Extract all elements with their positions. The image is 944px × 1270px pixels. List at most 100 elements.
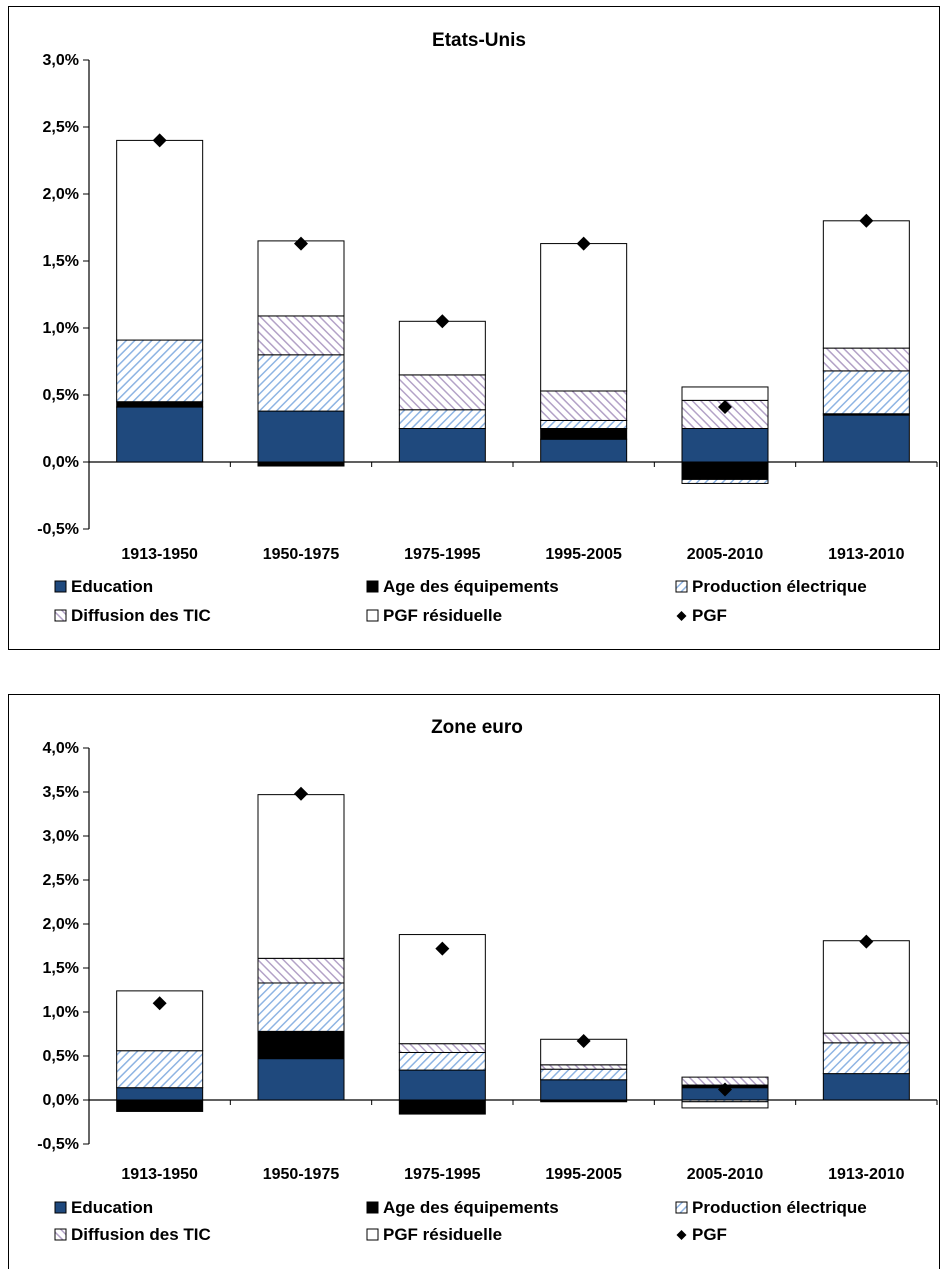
- bar-segment-production: [822, 1042, 910, 1075]
- legend-label-tic: Diffusion des TIC: [71, 1225, 211, 1244]
- pgf-point: [152, 133, 167, 148]
- legend-swatch-age: [366, 580, 379, 593]
- y-tick-label: 0,0%: [43, 454, 79, 471]
- bar-segment-education: [116, 1087, 204, 1101]
- x-tick-label: 1913-1950: [121, 1166, 198, 1183]
- y-tick-label: -0,5%: [37, 521, 79, 538]
- bar-segment-residuelle: [257, 794, 345, 959]
- pgf-point: [294, 786, 308, 801]
- y-tick-label: 2,5%: [43, 872, 79, 889]
- bar-segment-age: [116, 1099, 204, 1112]
- bar-segment-production: [540, 419, 628, 429]
- y-tick-label: 2,0%: [43, 186, 79, 203]
- legend-label-pgf: PGF: [692, 1225, 727, 1244]
- bar-segment-residuelle: [540, 243, 628, 392]
- chart-zone-euro: Zone euro -0,5% 0,0% 0,5% 1,0% 1,5% 2,0% 2,5% 3,…: [37, 717, 938, 1244]
- bar-segment-tic: [540, 390, 628, 421]
- pgf-point: [859, 213, 874, 228]
- pgf-point: [718, 400, 732, 415]
- bar-segment-production: [257, 982, 345, 1032]
- bar-segment-age: [116, 401, 204, 408]
- bar-segment-education: [116, 406, 204, 463]
- legend-swatch-tic: [54, 609, 67, 622]
- bar-segment-tic: [822, 347, 910, 372]
- chart-title: Zone euro: [431, 717, 523, 738]
- bar-segment-tic: [257, 315, 345, 356]
- legend-label-education: Education: [71, 1198, 153, 1217]
- legend-swatch-residuelle: [366, 609, 379, 622]
- chart-etats-unis: Etats-Unis -0,5% 0,0% 0,5% 1,0% 1,5% 2,0% 2,5% 3…: [37, 30, 938, 625]
- bar-segment-residuelle: [398, 320, 486, 376]
- y-tick-label: 2,5%: [43, 119, 79, 136]
- x-tick-label: 1975-1995: [404, 546, 481, 563]
- legend-label-residuelle: PGF résiduelle: [383, 1225, 502, 1244]
- y-tick-label: 0,5%: [43, 1048, 79, 1065]
- legend-label-age: Age des équipements: [383, 1198, 559, 1217]
- y-tick-label: 3,5%: [43, 784, 79, 801]
- y-tick-label: 4,0%: [43, 740, 79, 757]
- bar-segment-tic: [540, 1064, 628, 1070]
- bar-segment-production: [116, 1050, 204, 1089]
- bar-segment-age: [540, 1099, 628, 1103]
- pgf-point: [435, 314, 450, 329]
- legend-swatch-education: [54, 580, 67, 593]
- x-tick-label: 1950-1975: [263, 1166, 340, 1183]
- bar-segment-education: [398, 428, 486, 463]
- bar-segment-residuelle: [822, 940, 910, 1034]
- pgf-point: [576, 1034, 591, 1049]
- bar-segment-production: [681, 478, 769, 484]
- legend-swatch-education: [54, 1201, 67, 1214]
- bar-segment-tic: [822, 1032, 910, 1044]
- bar-segment-production: [257, 354, 345, 412]
- legend-label-tic: Diffusion des TIC: [71, 606, 211, 625]
- pgf-point: [859, 934, 874, 949]
- y-tick-label: 1,0%: [43, 1004, 79, 1021]
- legend-swatch-pgf: [676, 611, 687, 621]
- x-tick-label: 2005-2010: [687, 1166, 764, 1183]
- x-tick-label: 1975-1995: [404, 1166, 481, 1183]
- x-tick-label: 2005-2010: [687, 546, 764, 563]
- chart-panel-zone-euro: Zone euro -0,5% 0,0% 0,5% 1,0% 1,5% 2,0% 2,5% 3,…: [8, 694, 940, 1269]
- legend-swatch-residuelle: [366, 1228, 379, 1241]
- pgf-point: [435, 941, 450, 956]
- pgf-point: [152, 996, 167, 1011]
- bar-segment-age: [398, 1099, 486, 1115]
- legend-swatch-production: [675, 580, 688, 593]
- legend-label-production: Production électrique: [692, 1198, 867, 1217]
- bar-segment-production: [116, 339, 204, 403]
- bar-segment-residuelle: [681, 1101, 769, 1109]
- x-tick-label: 1995-2005: [545, 1166, 622, 1183]
- bar-segment-age: [681, 461, 769, 480]
- bar-segment-residuelle: [681, 386, 769, 401]
- bar-segment-education: [540, 438, 628, 463]
- pgf-point: [718, 1082, 732, 1097]
- y-tick-label: 1,5%: [43, 960, 79, 977]
- chart-title: Etats-Unis: [432, 30, 526, 51]
- bar-segment-age: [257, 461, 345, 467]
- x-tick-label: 1913-2010: [828, 546, 905, 563]
- x-tick-label: 1913-1950: [121, 546, 198, 563]
- bar-segment-education: [257, 1058, 345, 1101]
- bar-segment-education: [257, 410, 345, 463]
- y-tick-label: 2,0%: [43, 916, 79, 933]
- y-tick-label: 0,5%: [43, 387, 79, 404]
- pgf-point: [576, 236, 591, 251]
- bar-segment-production: [540, 1068, 628, 1081]
- legend-label-pgf: PGF: [692, 606, 727, 625]
- bar-segment-education: [540, 1079, 628, 1101]
- x-tick-label: 1995-2005: [545, 546, 622, 563]
- chart-panel-etats-unis: Etats-Unis -0,5% 0,0% 0,5% 1,0% 1,5% 2,0% 2,5% 3…: [8, 6, 940, 650]
- bar-segment-tic: [398, 374, 486, 411]
- bar-segment-residuelle: [116, 139, 204, 341]
- y-tick-label: 3,0%: [43, 52, 79, 69]
- legend-swatch-tic: [54, 1228, 67, 1241]
- x-tick-label: 1913-2010: [828, 1166, 905, 1183]
- bar-segment-production: [398, 409, 486, 429]
- y-tick-label: 3,0%: [43, 828, 79, 845]
- bar-segment-education: [822, 414, 910, 463]
- legend-swatch-pgf: [676, 1230, 687, 1240]
- bar-segment-education: [681, 428, 769, 463]
- legend-swatch-age: [366, 1201, 379, 1214]
- y-tick-label: -0,5%: [37, 1136, 79, 1153]
- legend-label-education: Education: [71, 577, 153, 596]
